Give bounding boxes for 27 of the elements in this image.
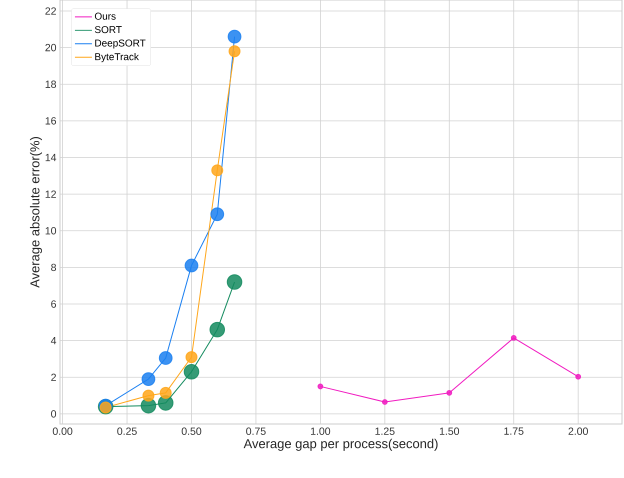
x-tick-label: 1.00 xyxy=(311,428,330,435)
y-tick-label: 2 xyxy=(51,374,56,381)
legend-label: ByteTrack xyxy=(95,52,139,62)
x-tick-label: 0.00 xyxy=(52,428,72,435)
legend-label: DeepSORT xyxy=(95,40,146,49)
x-tick-label: 0.75 xyxy=(246,428,266,435)
x-tick-label: 1.25 xyxy=(375,428,395,435)
x-tick-label: 0.50 xyxy=(182,428,202,435)
x-tick-label: 2.00 xyxy=(568,428,588,435)
y-axis-title: Average absolute error(%) xyxy=(30,136,42,288)
y-tick-label: 16 xyxy=(46,117,56,125)
y-tick-label: 12 xyxy=(46,190,56,198)
y-tick-label: 6 xyxy=(51,300,56,308)
x-axis-title: Average gap per process(second) xyxy=(244,438,438,451)
y-tick-label: 8 xyxy=(51,264,56,272)
y-tick-label: 22 xyxy=(45,7,56,15)
legend-label: SORT xyxy=(94,26,122,34)
legend-label: Ours xyxy=(94,12,116,20)
y-tick-label: 18 xyxy=(46,80,56,88)
x-tick-label: 0.25 xyxy=(117,428,137,435)
x-tick-label: 1.75 xyxy=(504,428,524,435)
x-tick-label: 1.50 xyxy=(440,428,460,435)
y-tick-label: 0 xyxy=(51,410,56,418)
y-tick-label: 4 xyxy=(50,337,56,344)
y-tick-label: 10 xyxy=(46,227,56,234)
y-tick-label: 20 xyxy=(45,44,56,52)
y-tick-label: 14 xyxy=(46,154,56,162)
